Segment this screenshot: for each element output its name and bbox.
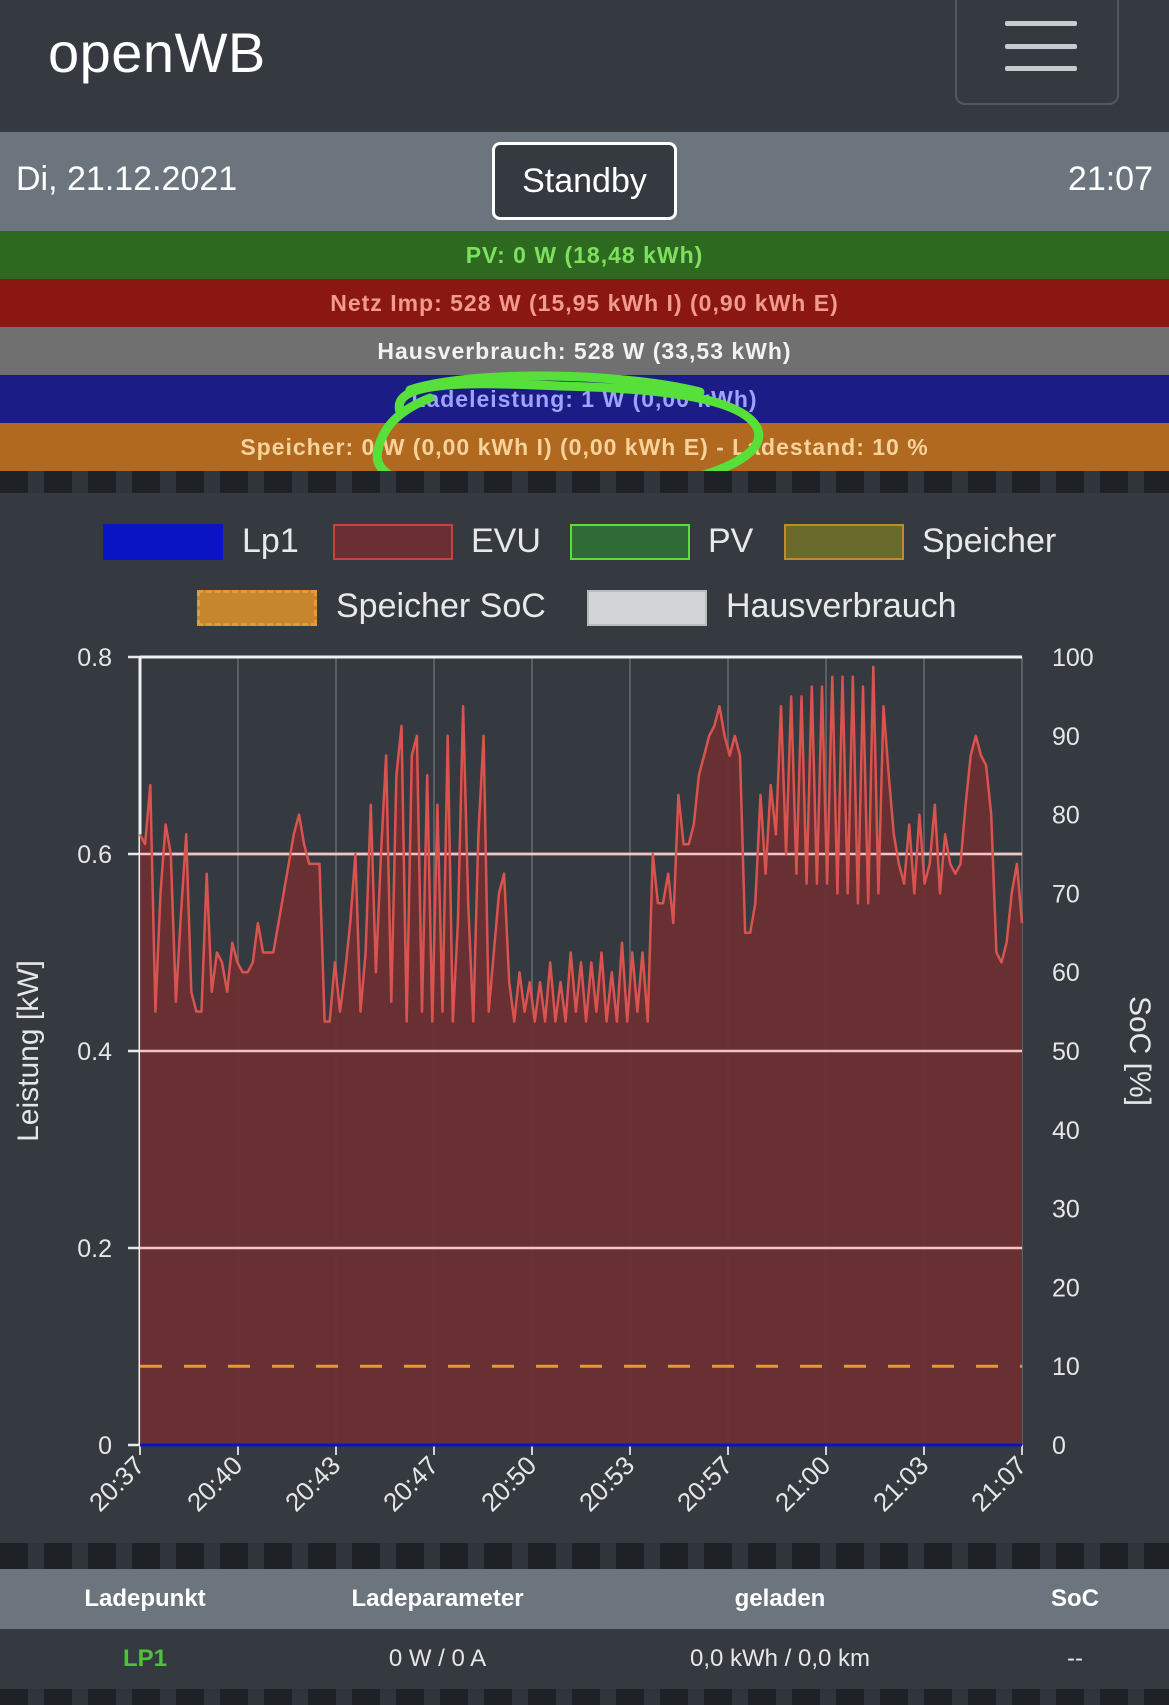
charged-amount: 0,0 kWh / 0,0 km bbox=[689, 1645, 871, 1672]
table-row[interactable]: LP1 0 W / 0 A 0,0 kWh / 0,0 km -- bbox=[0, 1629, 1169, 1689]
menu-icon-bar bbox=[1005, 44, 1077, 49]
navbar: openWB bbox=[0, 0, 1169, 132]
status-bar: Di, 21.12.2021 Standby 21:07 bbox=[0, 132, 1169, 231]
evu-line bbox=[138, 665, 1024, 1023]
charge-parameters: 0 W / 0 A bbox=[388, 1645, 487, 1672]
grid-summary: Netz Imp: 528 W (15,95 kWh I) (0,90 kWh … bbox=[0, 279, 1169, 327]
y2-tick-label: 70 bbox=[1052, 880, 1080, 908]
legend-swatch-pv[interactable] bbox=[570, 524, 690, 560]
x-tick-label: 21:03 bbox=[867, 1450, 934, 1517]
legend-swatch-evu[interactable] bbox=[333, 524, 453, 560]
y2-tick-label: 0 bbox=[1052, 1432, 1066, 1460]
x-tick-label: 20:53 bbox=[573, 1450, 640, 1517]
x-tick-label: 20:57 bbox=[671, 1450, 738, 1517]
chart-panel: Lp1 EVU PV Speicher Speicher SoC Hausver… bbox=[0, 493, 1169, 1543]
y2-tick-label: 20 bbox=[1052, 1274, 1080, 1302]
legend-swatch-speicher-soc[interactable] bbox=[197, 590, 317, 626]
chargepoint-name[interactable]: LP1 bbox=[122, 1645, 167, 1672]
legend-label-lp1[interactable]: Lp1 bbox=[242, 522, 299, 560]
divider bbox=[0, 471, 1169, 493]
evu-area bbox=[140, 666, 1022, 1445]
legend-label-pv[interactable]: PV bbox=[708, 522, 754, 560]
legend-swatch-lp1[interactable] bbox=[103, 524, 223, 560]
current-time: 21:07 bbox=[1067, 160, 1153, 198]
col-ladepunkt: Ladepunkt bbox=[84, 1585, 206, 1612]
y2-tick-label: 40 bbox=[1052, 1117, 1080, 1145]
menu-icon bbox=[1005, 21, 1077, 26]
y-tick-label: 0.4 bbox=[77, 1038, 112, 1066]
pv-summary: PV: 0 W (18,48 kWh) bbox=[0, 231, 1169, 279]
app-title[interactable]: openWB bbox=[48, 21, 266, 84]
legend-label-evu[interactable]: EVU bbox=[471, 522, 541, 560]
chargepoint-table-header: Ladepunkt Ladeparameter geladen SoC bbox=[0, 1569, 1169, 1629]
y2-tick-label: 10 bbox=[1052, 1353, 1080, 1381]
y2-tick-label: 50 bbox=[1052, 1038, 1080, 1066]
x-tick-label: 20:47 bbox=[377, 1450, 444, 1517]
y2-tick-label: 100 bbox=[1052, 644, 1094, 672]
charge-mode-button[interactable]: Standby bbox=[492, 142, 677, 220]
y-tick-label: 0.2 bbox=[77, 1235, 112, 1263]
hamburger-menu-button[interactable] bbox=[955, 0, 1119, 105]
y2-tick-label: 30 bbox=[1052, 1196, 1080, 1224]
power-chart: 20:37 20:40 20:43 20:47 20:50 20:53 20:57 21:00… bbox=[12, 644, 1156, 1517]
house-consumption-summary: Hausverbrauch: 528 W (33,53 kWh) bbox=[0, 327, 1169, 375]
legend-label-hausverbrauch[interactable]: Hausverbrauch bbox=[726, 587, 957, 625]
x-tick-label: 20:37 bbox=[83, 1450, 150, 1517]
x-tick-label: 20:40 bbox=[181, 1450, 248, 1517]
legend-swatch-speicher[interactable] bbox=[784, 524, 904, 560]
y-axis-title: Leistung [kW] bbox=[12, 960, 45, 1142]
y2-tick-label: 90 bbox=[1052, 723, 1080, 751]
storage-summary: Speicher: 0 W (0,00 kWh I) (0,00 kWh E) … bbox=[0, 423, 1169, 471]
legend-label-speicher[interactable]: Speicher bbox=[922, 522, 1057, 560]
y-tick-label: 0.6 bbox=[77, 841, 112, 869]
y-tick-label: 0 bbox=[98, 1432, 112, 1460]
col-ladeparameter: Ladeparameter bbox=[351, 1585, 524, 1612]
divider bbox=[0, 1543, 1169, 1569]
legend-swatch-hausverbrauch[interactable] bbox=[587, 590, 707, 626]
col-soc: SoC bbox=[1051, 1585, 1099, 1612]
y2-axis-title: SoC [%] bbox=[1123, 996, 1156, 1106]
current-date: Di, 21.12.2021 bbox=[16, 160, 238, 198]
col-geladen: geladen bbox=[734, 1585, 826, 1612]
y-tick-label: 0.8 bbox=[77, 644, 112, 672]
menu-icon-bar bbox=[1005, 66, 1077, 71]
charging-power-summary: Ladeleistung: 1 W (0,00 kWh) bbox=[0, 375, 1169, 423]
y2-tick-label: 60 bbox=[1052, 959, 1080, 987]
divider bbox=[0, 1689, 1169, 1705]
vehicle-soc: -- bbox=[1067, 1645, 1083, 1672]
x-tick-label: 20:43 bbox=[279, 1450, 346, 1517]
legend-label-speicher-soc[interactable]: Speicher SoC bbox=[336, 587, 546, 625]
x-tick-label: 21:00 bbox=[769, 1450, 836, 1517]
x-tick-label: 20:50 bbox=[475, 1450, 542, 1517]
y2-tick-label: 80 bbox=[1052, 802, 1080, 830]
x-tick-label: 21:07 bbox=[965, 1450, 1032, 1517]
